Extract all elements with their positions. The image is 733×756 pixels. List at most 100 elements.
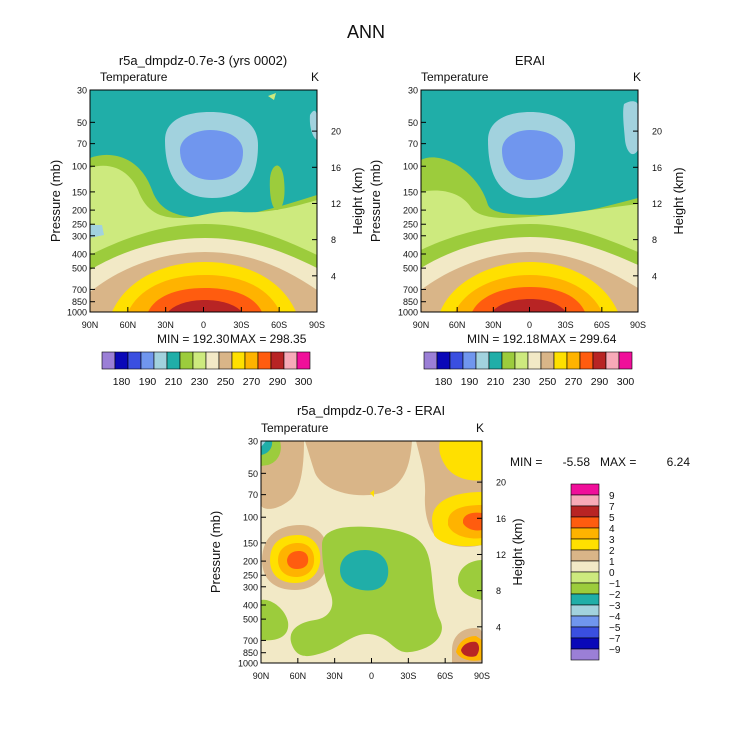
panel-obs-ylabel: Pressure (mb) bbox=[368, 160, 383, 242]
pressure-tick-label: 30 bbox=[77, 86, 87, 96]
colorbar-label: 190 bbox=[461, 376, 479, 388]
colorbar-label: −9 bbox=[609, 645, 621, 656]
lat-tick-label: 90N bbox=[253, 671, 270, 681]
panel-model-max: MAX = 298.35 bbox=[230, 332, 307, 346]
contour-fill-right-light-b bbox=[623, 101, 638, 155]
colorbar-label: 290 bbox=[591, 376, 609, 388]
colorbar-label: −2 bbox=[609, 590, 621, 601]
colorbar-swatch bbox=[570, 582, 600, 595]
panel-obs: ERAI Temperature K Pressure (mb) Height … bbox=[368, 53, 686, 388]
panel-diff-lat-ticks: 90N 60N 30N 0 30S 60S 90S bbox=[253, 658, 490, 681]
pressure-tick-label: 70 bbox=[248, 490, 258, 500]
pressure-tick-label: 700 bbox=[403, 285, 418, 295]
pressure-tick-label: 100 bbox=[72, 162, 87, 172]
colorbar-swatch bbox=[296, 351, 311, 370]
panel-diff-ylabel-right: Height (km) bbox=[510, 518, 525, 585]
panel-obs-subtitle-left: Temperature bbox=[421, 70, 489, 84]
panel-model-height-ticks: 20 16 12 8 4 bbox=[312, 127, 341, 281]
lat-tick-label: 60S bbox=[271, 320, 287, 330]
colorbar-swatch bbox=[257, 351, 272, 370]
colorbar-swatch bbox=[570, 538, 600, 551]
pressure-tick-label: 50 bbox=[77, 118, 87, 128]
figure-title: ANN bbox=[347, 22, 385, 42]
panel-obs-height-ticks: 20 16 12 8 4 bbox=[633, 127, 662, 281]
height-tick-label: 12 bbox=[496, 550, 506, 560]
lat-tick-label: 0 bbox=[201, 320, 206, 330]
colorbar-swatch bbox=[166, 351, 181, 370]
colorbar-swatch bbox=[553, 351, 568, 370]
panel-diff-max-label: MAX = bbox=[600, 455, 636, 469]
colorbar-swatch bbox=[501, 351, 516, 370]
lat-tick-label: 0 bbox=[369, 671, 374, 681]
pressure-tick-label: 400 bbox=[72, 249, 87, 259]
pressure-tick-label: 250 bbox=[243, 571, 258, 581]
colorbar-swatch bbox=[283, 351, 298, 370]
diff-fill-4-right bbox=[463, 512, 482, 531]
panel-diff-subtitle-left: Temperature bbox=[261, 421, 329, 435]
height-tick-label: 20 bbox=[496, 478, 506, 488]
panel-obs-subtitle-right: K bbox=[633, 70, 641, 84]
diff-fill-1-top bbox=[305, 441, 412, 496]
lat-tick-label: 30S bbox=[400, 671, 416, 681]
diff-fill-neg2-left bbox=[261, 441, 273, 455]
colorbar-swatch bbox=[192, 351, 207, 370]
lat-tick-label: 60N bbox=[449, 320, 466, 330]
contour-fill-right-green-a bbox=[269, 165, 285, 210]
panel-diff-title: r5a_dmpdz-0.7e-3 - ERAI bbox=[297, 403, 445, 418]
colorbar-label: −1 bbox=[609, 579, 621, 590]
diff-fill-tiny bbox=[370, 490, 374, 497]
colorbar-swatch bbox=[270, 351, 285, 370]
colorbar-label: 5 bbox=[609, 513, 615, 524]
colorbar-swatch bbox=[244, 351, 259, 370]
colorbar-swatch bbox=[605, 351, 620, 370]
height-tick-label: 16 bbox=[652, 163, 662, 173]
colorbar-label: 4 bbox=[609, 524, 615, 535]
height-tick-label: 4 bbox=[331, 271, 336, 281]
pressure-tick-label: 500 bbox=[72, 264, 87, 274]
colorbar-swatch bbox=[205, 351, 220, 370]
diff-fill-5-bottomright bbox=[461, 641, 479, 657]
pressure-tick-label: 700 bbox=[72, 285, 87, 295]
colorbar-swatch bbox=[514, 351, 529, 370]
panel-model-subtitle-left: Temperature bbox=[100, 70, 168, 84]
panel-model-min: MIN = 192.30 bbox=[157, 332, 230, 346]
panel-model: r5a_dmpdz-0.7e-3 (yrs 0002) Temperature … bbox=[48, 53, 365, 388]
pressure-tick-label: 50 bbox=[248, 469, 258, 479]
panel-diff-ylabel: Pressure (mb) bbox=[208, 511, 223, 593]
pressure-tick-label: 200 bbox=[72, 206, 87, 216]
panel-diff: r5a_dmpdz-0.7e-3 - ERAI Temperature K bbox=[208, 403, 690, 681]
colorbar-label: 210 bbox=[165, 376, 183, 388]
colorbar-label: 9 bbox=[609, 491, 615, 502]
colorbar-label: 0 bbox=[609, 568, 615, 579]
colorbar-swatch bbox=[488, 351, 503, 370]
colorbar-swatch bbox=[423, 351, 438, 370]
pressure-tick-label: 1000 bbox=[67, 308, 87, 318]
colorbar-label: 180 bbox=[435, 376, 453, 388]
lat-tick-label: 30N bbox=[326, 671, 343, 681]
pressure-tick-label: 1000 bbox=[238, 659, 258, 669]
pressure-tick-label: 700 bbox=[243, 636, 258, 646]
height-tick-label: 16 bbox=[496, 514, 506, 524]
contour-fill-300 bbox=[168, 300, 242, 312]
colorbar-label: −5 bbox=[609, 623, 621, 634]
pressure-tick-label: 300 bbox=[72, 231, 87, 241]
pressure-tick-label: 70 bbox=[77, 139, 87, 149]
panel-model-ylabel: Pressure (mb) bbox=[48, 160, 63, 242]
lat-tick-label: 60S bbox=[594, 320, 610, 330]
panel-obs-title: ERAI bbox=[515, 53, 545, 68]
panel-model-contours bbox=[90, 90, 317, 312]
contour-fill-300-b bbox=[492, 299, 566, 312]
colorbar-label: 300 bbox=[295, 376, 313, 388]
panel-diff-min-label: MIN = bbox=[510, 455, 542, 469]
diff-fill-4-midleft bbox=[287, 551, 309, 569]
colorbar-label: 190 bbox=[139, 376, 157, 388]
colorbar-label: 270 bbox=[565, 376, 583, 388]
lat-tick-label: 30S bbox=[233, 320, 249, 330]
height-tick-label: 20 bbox=[652, 127, 662, 137]
pressure-tick-label: 150 bbox=[403, 187, 418, 197]
pressure-tick-label: 150 bbox=[72, 187, 87, 197]
